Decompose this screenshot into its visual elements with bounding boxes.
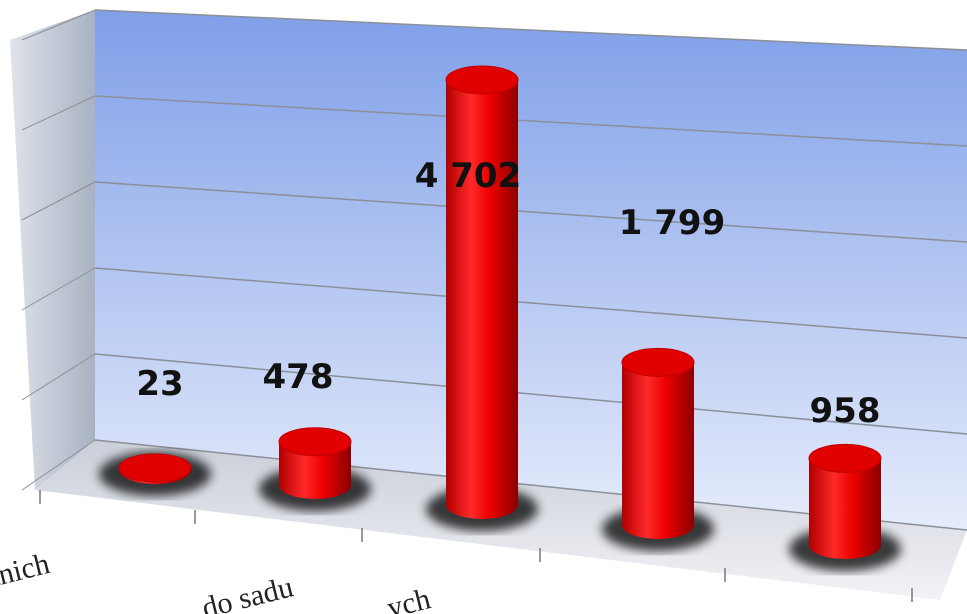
value-label: 23 <box>136 364 183 404</box>
value-label: 4 702 <box>415 156 521 196</box>
bar-top <box>621 347 695 377</box>
bars <box>99 65 901 571</box>
value-label: 1 799 <box>619 203 725 243</box>
grid-line <box>94 267 967 339</box>
side-grid-line <box>21 353 96 401</box>
bar-top <box>445 65 519 95</box>
grid-line <box>94 9 967 51</box>
x-tick-label: ych <box>384 582 434 614</box>
x-tick-label: etnich <box>0 547 53 597</box>
bar-top <box>118 453 192 483</box>
value-label: 958 <box>810 391 881 431</box>
bar <box>622 362 694 539</box>
side-grid-line <box>21 181 96 221</box>
side-grid-line <box>21 9 96 41</box>
bar-top <box>808 443 882 473</box>
bar-top <box>278 427 352 457</box>
grid-line <box>94 95 967 147</box>
bar <box>279 441 351 499</box>
bar <box>446 79 518 519</box>
side-grid-line <box>21 95 96 131</box>
x-tick-label: do sadu <box>199 570 297 614</box>
side-grid-line <box>21 267 96 311</box>
side-wall <box>10 10 95 490</box>
value-label: 478 <box>263 357 334 397</box>
side-grid-line <box>21 439 96 491</box>
back-wall <box>95 10 967 530</box>
grid <box>21 9 967 531</box>
bar <box>809 458 881 559</box>
grid-line <box>94 181 967 243</box>
grid-line <box>94 353 967 435</box>
